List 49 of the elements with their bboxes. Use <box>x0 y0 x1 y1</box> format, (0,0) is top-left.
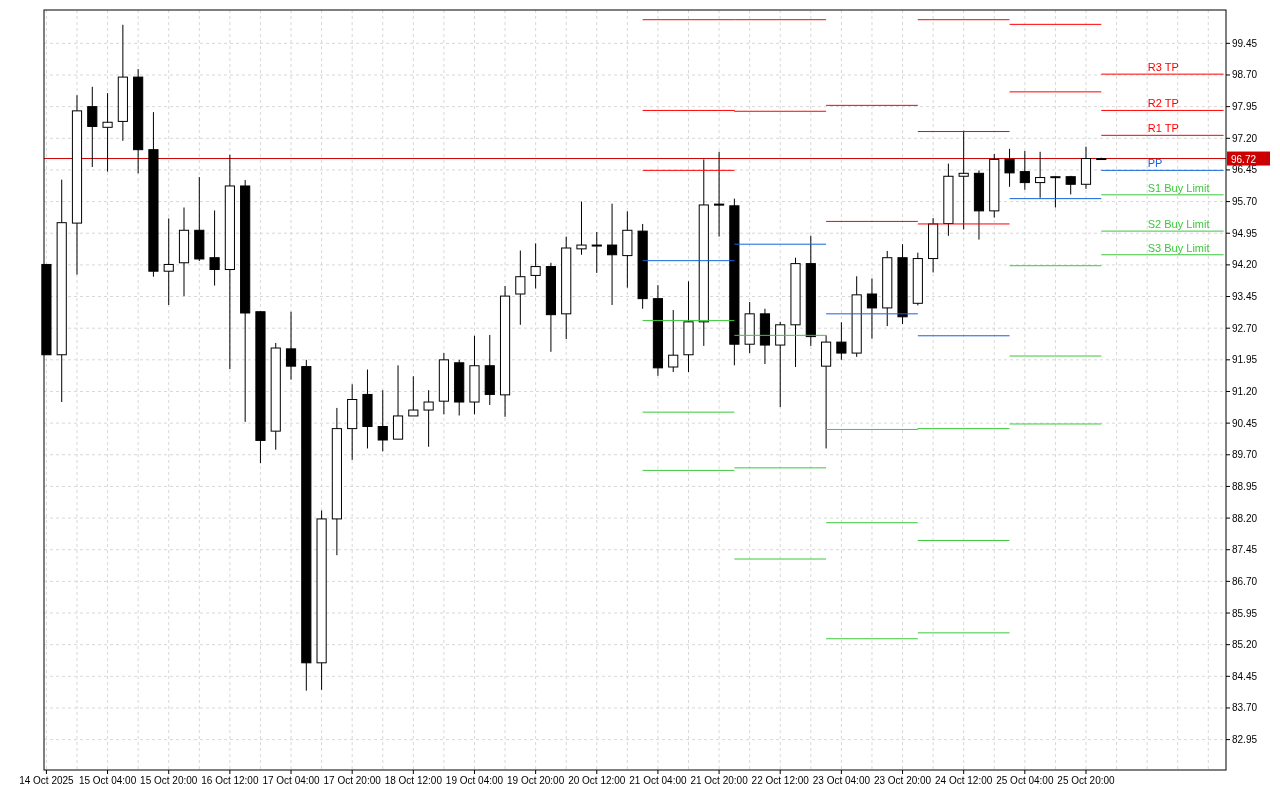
series-label: S3 Buy Limit <box>1147 241 1210 254</box>
series-label: R2 TP <box>1147 97 1179 110</box>
series-label: R1 TP <box>1147 122 1179 135</box>
y-tick-label: 86.70 <box>1232 575 1258 587</box>
ref-line-label: 96.72 <box>1231 153 1257 165</box>
y-tick-label: 85.95 <box>1232 607 1258 619</box>
y-tick-label: 89.70 <box>1232 449 1258 461</box>
y-tick-label: 90.45 <box>1232 417 1258 429</box>
series-label: S2 Buy Limit <box>1147 218 1210 231</box>
y-tick-label: 83.70 <box>1232 702 1258 714</box>
x-tick-label: 23 Oct 04:00 <box>812 775 871 786</box>
x-tick-label: 16 Oct 12:00 <box>201 775 259 786</box>
x-tick-label: 23 Oct 20:00 <box>873 775 932 786</box>
x-tick-label: 21 Oct 04:00 <box>629 775 687 786</box>
y-tick-label: 84.45 <box>1232 670 1258 682</box>
x-tick-label: 18 Oct 12:00 <box>384 775 443 786</box>
y-tick-label: 88.95 <box>1232 480 1258 492</box>
x-tick-label: 24 Oct 12:00 <box>935 775 993 786</box>
y-tick-label: 98.70 <box>1232 69 1258 81</box>
x-tick-label: 17 Oct 20:00 <box>323 775 382 786</box>
x-tick-label: 21 Oct 20:00 <box>690 775 749 786</box>
y-tick-label: 93.45 <box>1232 291 1258 303</box>
y-tick-label: 85.20 <box>1232 639 1258 651</box>
y-tick-label: 97.95 <box>1232 101 1258 113</box>
y-tick-label: 99.45 <box>1232 37 1258 49</box>
y-tick-label: 94.95 <box>1232 227 1258 239</box>
y-tick-label: 82.95 <box>1232 734 1258 746</box>
series-label: S1 Buy Limit <box>1147 181 1210 194</box>
y-tick-label: 91.95 <box>1232 354 1258 366</box>
y-tick-label: 96.45 <box>1232 164 1258 176</box>
x-tick-label: 14 Oct 2025 <box>19 775 75 786</box>
x-tick-label: 25 Oct 04:00 <box>996 775 1054 786</box>
x-tick-label: 17 Oct 04:00 <box>262 775 321 786</box>
x-tick-label: 22 Oct 12:00 <box>751 775 810 786</box>
y-tick-label: 87.45 <box>1232 544 1258 556</box>
x-tick-label: 19 Oct 20:00 <box>507 775 565 786</box>
y-tick-label: 88.20 <box>1232 512 1258 524</box>
x-tick-label: 20 Oct 12:00 <box>568 775 626 786</box>
series-label: PP <box>1147 157 1163 170</box>
y-tick-label: 91.20 <box>1232 385 1258 397</box>
y-tick-label: 92.70 <box>1232 322 1258 334</box>
x-tick-label: 15 Oct 04:00 <box>78 775 137 786</box>
series-label: R3 TP <box>1147 61 1179 74</box>
x-tick-label: 19 Oct 04:00 <box>445 775 504 786</box>
x-tick-label: 25 Oct 20:00 <box>1057 775 1116 786</box>
x-tick-label: 15 Oct 20:00 <box>140 775 198 786</box>
y-tick-label: 95.70 <box>1232 196 1258 208</box>
y-tick-label: 94.20 <box>1232 259 1258 271</box>
y-tick-label: 97.20 <box>1232 132 1258 144</box>
